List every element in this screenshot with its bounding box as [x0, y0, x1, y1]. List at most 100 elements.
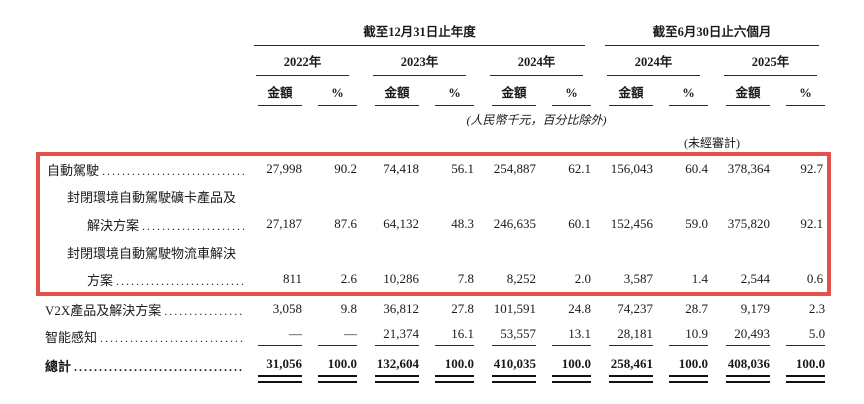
row-label: 方案......................................… — [38, 266, 244, 294]
cell-value — [659, 238, 712, 266]
cell-value: 74,237 — [617, 301, 654, 316]
double-rule — [786, 375, 826, 383]
cell-value — [308, 182, 361, 210]
cell-value — [712, 238, 776, 266]
cell-value — [244, 238, 308, 266]
cell-value: 10.9 — [659, 322, 712, 350]
cell-value — [595, 182, 659, 210]
cell-value: 13.1 — [542, 322, 595, 350]
row-label-text: 總計 — [45, 359, 72, 374]
amount-header: 金額 — [726, 82, 771, 106]
double-rule — [492, 375, 536, 383]
cell-value: 90.2 — [334, 161, 357, 176]
cell-value: 100.0 — [542, 350, 595, 390]
cell-value: 378,364 — [727, 161, 771, 176]
revenue-breakdown-table: 截至12月31日止年度 截至6月30日止六個月 2022年 2023年 2024… — [36, 16, 831, 390]
double-rule — [435, 375, 474, 383]
double-rule — [726, 375, 771, 383]
cell-value: 408,036 — [712, 350, 776, 390]
unaudited-note-row: (未經審計) — [38, 132, 829, 154]
cell-value — [712, 182, 776, 210]
cell-value: 100.0 — [776, 350, 829, 390]
year-2025-interim-label: 2025年 — [724, 51, 818, 76]
header-spacer — [38, 132, 244, 154]
cell-value: 20,493 — [712, 322, 776, 350]
percent-header: % — [552, 86, 592, 106]
row-label-text: 自動駕駛 — [47, 162, 100, 178]
year-2024-interim-label: 2024年 — [607, 51, 701, 76]
double-rule — [258, 375, 302, 383]
percent-header: % — [786, 86, 826, 106]
cell-value: 3,587 — [623, 271, 654, 286]
cell-value: 27.8 — [451, 301, 474, 316]
row-label-text: 智能感知 — [45, 329, 98, 345]
row-label-text: 解決方案 — [87, 217, 140, 233]
amount-header: 金額 — [492, 82, 536, 106]
cell-value — [659, 182, 712, 210]
cell-value: 28,181 — [595, 322, 659, 350]
row-label: 封閉環境自動駕駛物流車解決 — [38, 238, 244, 266]
cell-value: 101,591 — [493, 301, 536, 316]
table-body: V2X產品及解決方案..............................… — [38, 294, 829, 390]
cell-value: 64,132 — [383, 216, 419, 231]
row-label: 解決方案....................................… — [38, 210, 244, 238]
cell-value: 156,043 — [610, 161, 654, 176]
cell-value: — — [308, 322, 361, 350]
cell-value: 8,252 — [506, 271, 536, 286]
cell-value: 246,635 — [493, 216, 536, 231]
row-label: 總計......................................… — [38, 350, 244, 390]
cell-value: 100.0 — [425, 350, 478, 390]
dot-leader: ........................................… — [102, 163, 244, 178]
period-group-row: 截至12月31日止年度 截至6月30日止六個月 — [38, 16, 829, 46]
period-group-interim-label: 截至6月30日止六個月 — [605, 21, 820, 46]
table-row: V2X產品及解決方案..............................… — [38, 294, 829, 322]
percent-header: % — [318, 86, 357, 106]
cell-value: 31,056 — [244, 350, 308, 390]
cell-value: 28.7 — [685, 301, 709, 316]
table-row: 封閉環境自動駕駛物流車解決 — [38, 238, 829, 266]
units-note-row: (人民幣千元，百分比除外) — [38, 106, 829, 132]
cell-value: 27,187 — [266, 216, 302, 231]
cell-value: 258,461 — [595, 350, 659, 390]
dot-leader: ........................................… — [164, 303, 244, 318]
cell-value: 2.0 — [574, 271, 592, 286]
row-label-text: 方案 — [87, 272, 114, 288]
cell-value: 48.3 — [451, 216, 474, 231]
double-rule — [318, 375, 357, 383]
cell-value — [425, 238, 478, 266]
cell-value: 132,604 — [361, 350, 425, 390]
cell-value — [308, 238, 361, 266]
double-rule — [552, 375, 592, 383]
cell-value: 3,058 — [272, 301, 302, 316]
cell-value: 27,998 — [266, 161, 302, 176]
cell-value — [542, 238, 595, 266]
header-spacer — [38, 106, 244, 132]
cell-value: 59.0 — [685, 216, 709, 231]
cell-value: 152,456 — [610, 216, 654, 231]
table-row: 自動駕駛....................................… — [38, 154, 829, 182]
year-2022-label: 2022年 — [256, 51, 349, 76]
dot-leader: ........................................… — [74, 360, 244, 374]
cell-value: 2.3 — [808, 301, 826, 316]
cell-value: 2,544 — [740, 271, 771, 286]
row-label-text: V2X產品及解決方案 — [45, 302, 162, 318]
dot-leader: ........................................… — [100, 330, 244, 345]
cell-value — [425, 182, 478, 210]
dot-leader: ........................................… — [142, 218, 244, 233]
double-rule — [669, 375, 709, 383]
cell-value — [478, 182, 542, 210]
cell-value: 62.1 — [568, 161, 592, 176]
year-2023-label: 2023年 — [373, 51, 466, 76]
cell-value: 60.4 — [685, 161, 709, 176]
cell-value: 7.8 — [457, 271, 474, 286]
header-spacer — [244, 132, 595, 154]
row-label: 自動駕駛....................................… — [38, 154, 244, 182]
dot-leader: ........................................… — [116, 273, 244, 288]
cell-value: 60.1 — [568, 216, 592, 231]
period-group-interim-cell: 截至6月30日止六個月 — [595, 16, 829, 46]
cell-value: 10,286 — [383, 271, 419, 286]
cell-value — [361, 238, 425, 266]
year-row: 2022年 2023年 2024年 2024年 2025年 — [38, 46, 829, 76]
percent-header: % — [435, 86, 474, 106]
